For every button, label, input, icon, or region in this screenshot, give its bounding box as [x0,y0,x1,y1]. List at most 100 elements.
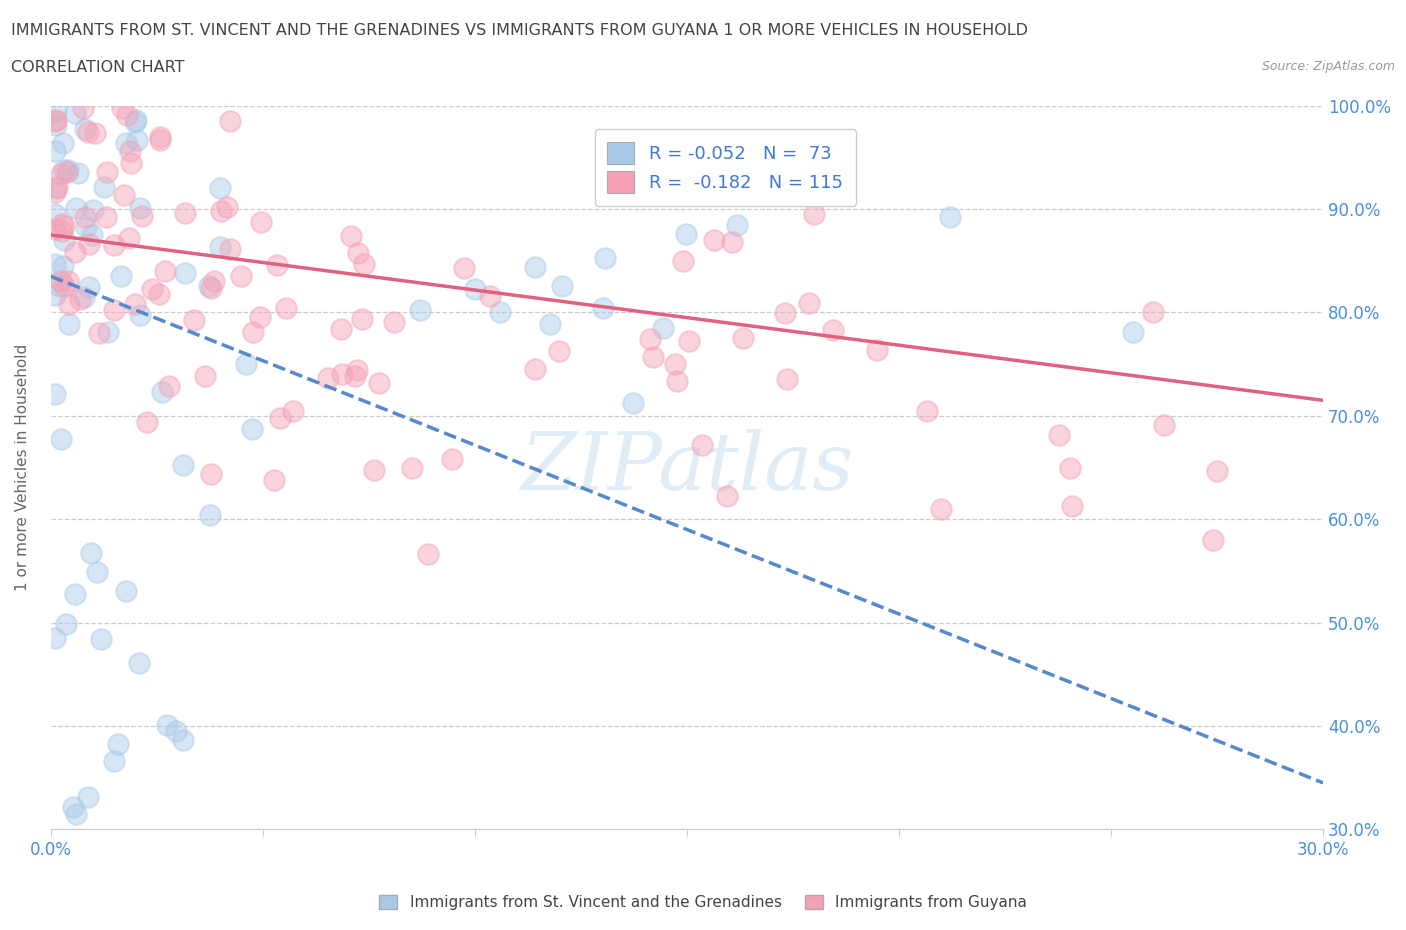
Point [242,325,264,339]
Point [45,113,67,128]
Point [84,126,107,140]
Point [103,302,125,317]
Point [44,113,66,128]
Point [129,308,152,323]
Point [1153,418,1175,432]
Point [174,266,197,281]
Point [1202,533,1225,548]
Point [131,209,153,224]
Point [1060,498,1083,513]
Point [194,368,217,383]
Point [82,203,104,218]
Point [725,217,748,232]
Point [773,305,796,320]
Point [664,356,686,371]
Point [209,204,232,219]
Point [803,207,825,222]
Point [775,372,797,387]
Point [86,565,108,579]
Text: CORRELATION CHART: CORRELATION CHART [11,60,184,75]
Point [45,103,67,118]
Text: ZIPatlas: ZIPatlas [520,429,853,506]
Point [136,415,159,430]
Point [344,369,367,384]
Point [125,113,148,127]
Point [720,234,742,249]
Point [124,297,146,312]
Point [58,273,80,288]
Point [141,282,163,297]
Point [75,219,97,234]
Point [96,209,118,224]
Point [231,269,253,284]
Legend: Immigrants from St. Vincent and the Grenadines, Immigrants from Guyana: Immigrants from St. Vincent and the Gren… [371,887,1035,918]
Point [156,717,179,732]
Point [621,395,644,410]
Point [90,631,112,646]
Point [382,314,405,329]
Point [120,155,142,170]
Point [44,257,66,272]
Point [1206,464,1229,479]
Point [464,282,486,297]
Point [665,373,688,388]
Point [340,228,363,243]
Point [489,305,512,320]
Point [281,404,304,418]
Point [209,180,232,195]
Point [112,188,135,203]
Point [107,737,129,751]
Point [931,501,953,516]
Point [148,286,170,301]
Point [1142,305,1164,320]
Point [638,331,661,346]
Point [52,135,75,150]
Y-axis label: 1 or more Vehicles in Household: 1 or more Vehicles in Household [15,344,30,591]
Point [53,162,76,177]
Point [672,254,695,269]
Point [80,227,103,242]
Point [73,121,96,136]
Point [65,201,87,216]
Point [44,206,66,221]
Text: IMMIGRANTS FROM ST. VINCENT AND THE GRENADINES VS IMMIGRANTS FROM GUYANA 1 OR MO: IMMIGRANTS FROM ST. VINCENT AND THE GREN… [11,23,1028,38]
Point [172,732,194,747]
Point [58,163,80,178]
Point [52,259,75,274]
Text: Source: ZipAtlas.com: Source: ZipAtlas.com [1261,60,1395,73]
Point [350,312,373,326]
Point [77,236,100,251]
Point [409,302,432,317]
Point [716,489,738,504]
Point [114,136,136,151]
Point [120,143,142,158]
Point [65,806,87,821]
Point [218,242,240,257]
Point [592,300,614,315]
Point [347,246,370,260]
Point [595,251,617,266]
Point [51,432,73,446]
Point [150,385,173,400]
Point [44,386,66,401]
Point [103,753,125,768]
Point [174,206,197,220]
Point [401,460,423,475]
Point [52,232,75,247]
Point [115,108,138,123]
Point [523,259,546,274]
Point [115,584,138,599]
Point [44,184,66,199]
Point [53,279,76,294]
Point [128,655,150,670]
Point [266,258,288,272]
Point [73,289,96,304]
Point [330,366,353,381]
Point [235,357,257,372]
Point [44,631,66,645]
Point [547,343,569,358]
Point [66,166,89,180]
Point [93,179,115,194]
Point [550,278,572,293]
Point [1047,427,1070,442]
